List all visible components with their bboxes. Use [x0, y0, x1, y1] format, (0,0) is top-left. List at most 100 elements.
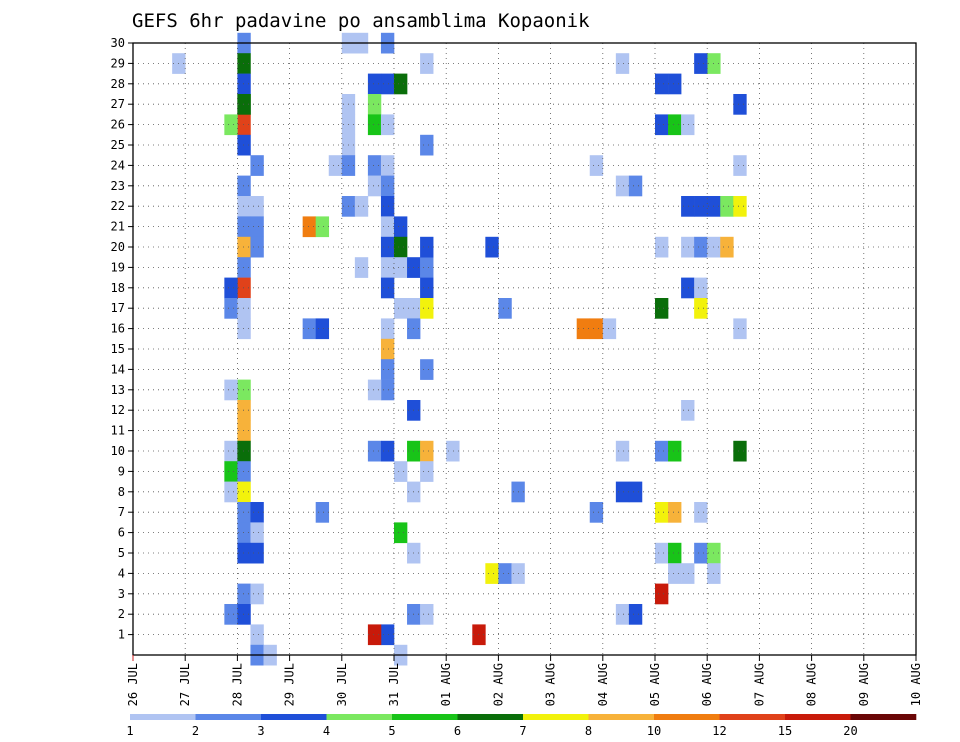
- heatmap-cell: [628, 604, 643, 625]
- x-tick-label: 31 JUL: [387, 663, 401, 706]
- heatmap-cell: [655, 114, 669, 136]
- y-tick-label: 29: [111, 56, 125, 70]
- heatmap-cell: [602, 318, 617, 340]
- y-tick-label: 7: [118, 505, 125, 519]
- y-tick-label: 26: [111, 118, 125, 132]
- heatmap-cell: [668, 114, 682, 136]
- x-tick-label: 09 AUG: [857, 663, 871, 706]
- heatmap-cell: [681, 400, 695, 421]
- colorbar-swatch: [457, 714, 524, 720]
- y-tick-label: 16: [111, 322, 125, 336]
- heatmap-cell: [589, 155, 604, 176]
- colorbar-swatch: [523, 714, 589, 720]
- heatmap-cell: [328, 155, 343, 176]
- x-tick-label: 27 JUL: [178, 663, 192, 706]
- heatmap-cell: [681, 563, 695, 584]
- heatmap-cell: [237, 604, 251, 625]
- heatmap-cell: [498, 298, 512, 319]
- x-tick-label: 10 AUG: [909, 663, 923, 706]
- heatmap-cell: [380, 624, 395, 646]
- heatmap-cell: [420, 359, 434, 380]
- heatmap-cell: [380, 277, 395, 299]
- heatmap-cell: [615, 440, 630, 462]
- colorbar-label: 10: [647, 724, 661, 738]
- grid-lines: [133, 43, 916, 655]
- heatmap-cell: [668, 440, 682, 462]
- heatmap-cell: [394, 216, 408, 238]
- colorbar-label: 20: [843, 724, 857, 738]
- heatmap-cell: [681, 114, 695, 136]
- y-axis: 1234567891011121314151617181920212223242…: [111, 36, 133, 642]
- heatmap-cell: [367, 624, 382, 646]
- heatmap-cell: [733, 440, 747, 462]
- heatmap-cell: [694, 236, 708, 258]
- heatmap-cell: [354, 257, 369, 278]
- heatmap-cell: [367, 73, 382, 95]
- heatmap-cell: [237, 420, 251, 442]
- heatmap-cell: [250, 522, 264, 544]
- heatmap-cell: [420, 440, 434, 462]
- heatmap-cell: [367, 379, 382, 401]
- heatmap-cell: [380, 257, 395, 278]
- heatmap-cell: [367, 440, 382, 462]
- y-tick-label: 11: [111, 424, 125, 438]
- heatmap-cell: [694, 277, 708, 299]
- heatmap-cell: [655, 583, 669, 605]
- heatmap-cell: [394, 461, 408, 482]
- x-tick-label: 29 JUL: [283, 663, 297, 706]
- heatmap-cell: [250, 216, 264, 238]
- y-tick-label: 13: [111, 383, 125, 397]
- heatmap-cell: [237, 481, 251, 503]
- heatmap-cell: [250, 236, 264, 258]
- y-tick-label: 8: [118, 485, 125, 499]
- heatmap-cell: [224, 298, 238, 319]
- heatmap-cell: [302, 216, 316, 238]
- heatmap-cell: [628, 175, 643, 197]
- heatmap-cell: [655, 298, 669, 319]
- colorbar-label: 3: [257, 724, 264, 738]
- y-tick-label: 22: [111, 199, 125, 213]
- colorbar-label: 1: [126, 724, 133, 738]
- y-tick-label: 20: [111, 240, 125, 254]
- heatmap-cell: [380, 379, 395, 401]
- x-tick-label: 03 AUG: [544, 663, 558, 706]
- heatmap-cell: [694, 53, 708, 74]
- colorbar-label: 2: [192, 724, 199, 738]
- heatmap-cell: [315, 502, 330, 523]
- heatmap-cell: [394, 236, 408, 258]
- heatmap-cell: [655, 542, 669, 564]
- heatmap-cell: [237, 542, 251, 564]
- x-tick-label: 08 AUG: [805, 663, 819, 706]
- heatmap-cell: [250, 502, 264, 523]
- colorbar-label: 8: [585, 724, 592, 738]
- heatmap-cell: [224, 114, 238, 136]
- heatmap-cell: [589, 502, 604, 523]
- heatmap-cell: [694, 196, 708, 217]
- heatmap-cell: [224, 277, 238, 299]
- heatmap-cell: [237, 583, 251, 605]
- heatmap-cell: [668, 502, 682, 523]
- heatmap-cell: [237, 400, 251, 421]
- colorbar-swatch: [588, 714, 655, 720]
- colorbar-swatch: [392, 714, 458, 720]
- heatmap-cell: [380, 359, 395, 380]
- heatmap-cell: [694, 502, 708, 523]
- heatmap-cell: [237, 53, 251, 74]
- heatmap-cell: [615, 604, 630, 625]
- heatmap-cell: [315, 318, 330, 340]
- heatmap-cell: [394, 298, 408, 319]
- heatmap-cell: [720, 196, 734, 217]
- heatmap-cell: [420, 277, 434, 299]
- heatmap-cell: [250, 155, 264, 176]
- y-tick-label: 30: [111, 36, 125, 50]
- heatmap-cell: [498, 563, 512, 584]
- heatmap-cell: [655, 73, 669, 95]
- y-tick-label: 10: [111, 444, 125, 458]
- heatmap-cell: [615, 175, 630, 197]
- heatmap-cell: [446, 440, 460, 462]
- heatmap-cell: [420, 461, 434, 482]
- heatmap-cell: [380, 236, 395, 258]
- colorbar-label: 7: [519, 724, 526, 738]
- heatmap-cell: [237, 94, 251, 115]
